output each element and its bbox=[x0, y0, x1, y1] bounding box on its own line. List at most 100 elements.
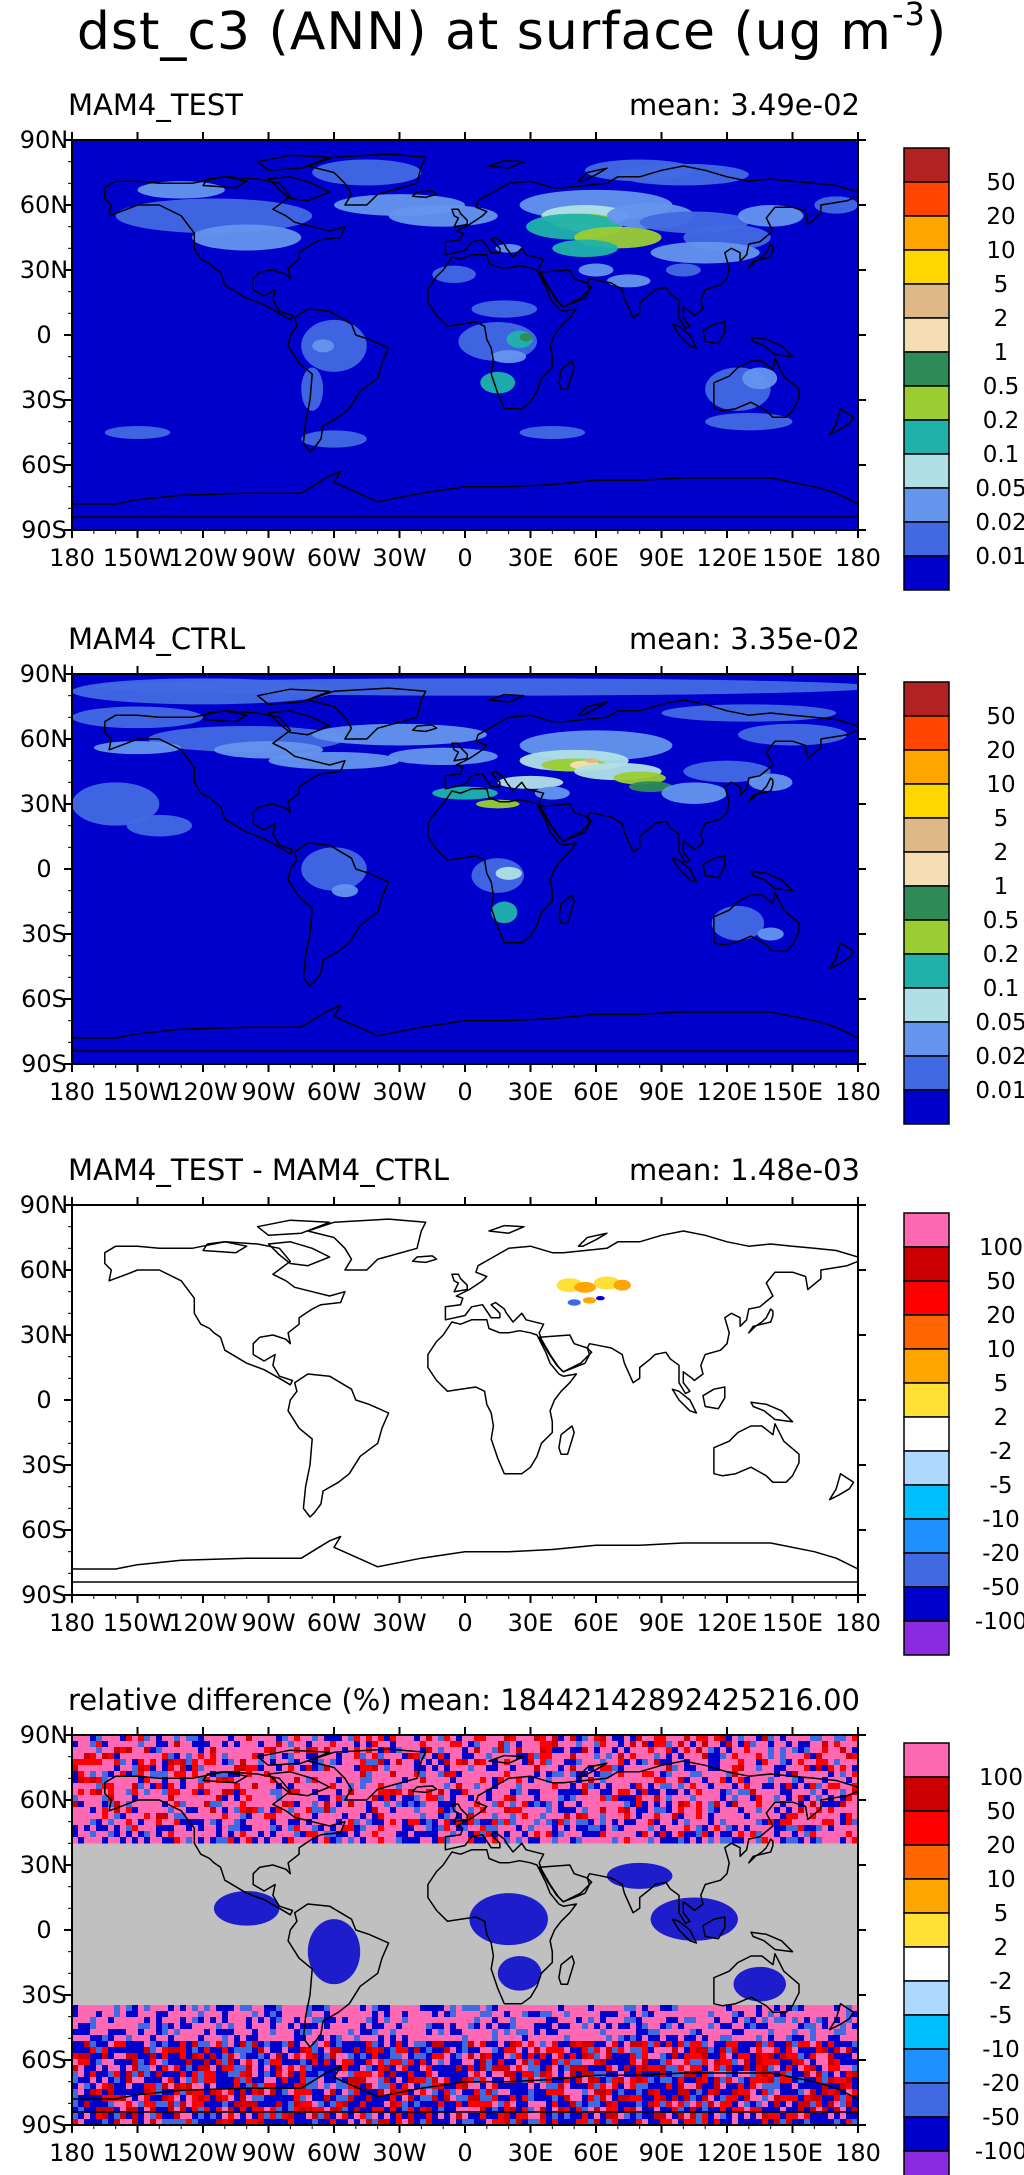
coastline-victoria-island bbox=[202, 1241, 248, 1254]
field-contour bbox=[613, 771, 666, 785]
field-contour bbox=[534, 786, 570, 800]
colorbar-label: 20 bbox=[986, 1303, 1015, 1329]
lon-tick-label: 0 bbox=[457, 544, 472, 572]
colorbar-label: 0.1 bbox=[983, 442, 1020, 468]
field-contour bbox=[497, 1956, 542, 1991]
coastline-australia bbox=[713, 1423, 800, 1484]
lon-tick-label: 90W bbox=[241, 1078, 295, 1106]
coastline-australia bbox=[713, 358, 800, 419]
colorbar-swatch bbox=[903, 1246, 950, 1282]
field-contour bbox=[480, 371, 516, 394]
colorbar-label: 0.02 bbox=[975, 1044, 1024, 1070]
colorbar-swatch bbox=[903, 181, 950, 217]
coastline-australia bbox=[713, 1953, 800, 2014]
colorbar-label: 20 bbox=[986, 204, 1015, 230]
coastline-new-zealand bbox=[828, 407, 855, 436]
panel-title: relative difference (%) bbox=[68, 1683, 392, 1717]
coastline-new-guinea bbox=[750, 336, 794, 358]
lat-tick-label: 30N bbox=[20, 790, 69, 818]
coastline-new-zealand bbox=[828, 2002, 855, 2031]
field-contour bbox=[628, 781, 673, 793]
field-contour bbox=[192, 224, 302, 251]
lon-tick-label: 150W bbox=[103, 2139, 173, 2167]
lon-tick-label: 180 bbox=[49, 2139, 95, 2167]
field-contour bbox=[491, 350, 527, 364]
coastline-south-america bbox=[287, 842, 390, 987]
colorbar-label: -2 bbox=[990, 1969, 1013, 1995]
coastline-south-america bbox=[287, 308, 390, 453]
colorbar-label: -20 bbox=[982, 2071, 1020, 2097]
coastline-baffin bbox=[267, 1241, 331, 1267]
colorbar-label: -5 bbox=[990, 2003, 1013, 2029]
colorbar-label: 0.05 bbox=[975, 1010, 1024, 1036]
coastline-ellesmere bbox=[256, 688, 331, 706]
lat-tick-label: 0 bbox=[36, 321, 51, 349]
coastline-north-america bbox=[104, 176, 346, 321]
colorbar-swatch bbox=[903, 2082, 950, 2118]
coastline-south-america bbox=[287, 1903, 390, 2048]
lat-tick-label: 30S bbox=[21, 386, 67, 414]
colorbar-swatch bbox=[903, 1021, 950, 1057]
field-contour bbox=[665, 263, 701, 277]
panel-title: MAM4_CTRL bbox=[68, 622, 246, 656]
colorbar-swatch bbox=[903, 2150, 950, 2175]
coastline-ellesmere bbox=[256, 1219, 331, 1237]
colorbar-label: 50 bbox=[986, 704, 1015, 730]
field-contour bbox=[683, 760, 771, 783]
lon-tick-label: 30E bbox=[508, 2139, 554, 2167]
colorbar-label: 10 bbox=[986, 1337, 1015, 1363]
coastline-greenland bbox=[307, 1218, 427, 1271]
colorbar-swatch bbox=[903, 555, 950, 591]
coastline-eurasia bbox=[444, 699, 858, 864]
colorbar-label: 5 bbox=[994, 806, 1009, 832]
colorbar-swatch bbox=[903, 419, 950, 455]
coastline-baffin bbox=[267, 176, 331, 202]
lon-tick-label: 120E bbox=[697, 1609, 758, 1637]
colorbar-swatch bbox=[903, 1980, 950, 2016]
coastline-africa bbox=[427, 1319, 578, 1475]
colorbar-swatch bbox=[903, 851, 950, 887]
coastline-eurasia bbox=[444, 1760, 858, 1925]
lon-tick-label: 30W bbox=[372, 544, 426, 572]
field-contour bbox=[519, 332, 533, 342]
coastline-iceland bbox=[411, 1255, 438, 1264]
coastline-borneo bbox=[702, 1916, 726, 1940]
coastline-greenland bbox=[307, 687, 427, 740]
coastline-madagascar bbox=[558, 360, 575, 390]
lon-tick-label: 30E bbox=[508, 1609, 554, 1637]
lat-tick-label: 90N bbox=[20, 660, 69, 688]
field-contour bbox=[650, 241, 760, 264]
lon-tick-label: 150W bbox=[103, 544, 173, 572]
colorbar-swatch bbox=[903, 1518, 950, 1554]
coastline-sumatra bbox=[671, 857, 698, 883]
lat-tick-label: 30S bbox=[21, 1451, 67, 1479]
coastline-eurasia bbox=[444, 165, 858, 330]
colorbar-label: 50 bbox=[986, 170, 1015, 196]
colorbar-label: 0.02 bbox=[975, 510, 1024, 536]
colorbar-swatch bbox=[903, 1484, 950, 1520]
coastline-north-america bbox=[104, 1241, 346, 1386]
field-contour bbox=[613, 1279, 631, 1291]
field-contour bbox=[582, 1297, 596, 1304]
colorbar-swatch bbox=[903, 1742, 950, 1778]
lon-tick-label: 150E bbox=[762, 1078, 823, 1106]
lon-tick-label: 0 bbox=[457, 2139, 472, 2167]
lon-tick-label: 150E bbox=[762, 1609, 823, 1637]
lat-tick-label: 90S bbox=[21, 1581, 67, 1609]
lat-tick-label: 60S bbox=[21, 451, 67, 479]
field-contour bbox=[471, 300, 538, 318]
coastline-borneo bbox=[702, 855, 726, 879]
field-contour bbox=[491, 901, 518, 924]
coastline-antarctica bbox=[72, 1004, 858, 1052]
colorbar-swatch bbox=[903, 1776, 950, 1812]
panel-mean: mean: 3.49e-02 bbox=[628, 88, 860, 122]
colorbar-label: 20 bbox=[986, 738, 1015, 764]
lon-tick-label: 120E bbox=[697, 1078, 758, 1106]
field-contour bbox=[519, 426, 586, 439]
colorbar-swatch bbox=[903, 453, 950, 489]
coastline-new-zealand bbox=[828, 1472, 855, 1501]
lat-tick-label: 60N bbox=[20, 1256, 69, 1284]
